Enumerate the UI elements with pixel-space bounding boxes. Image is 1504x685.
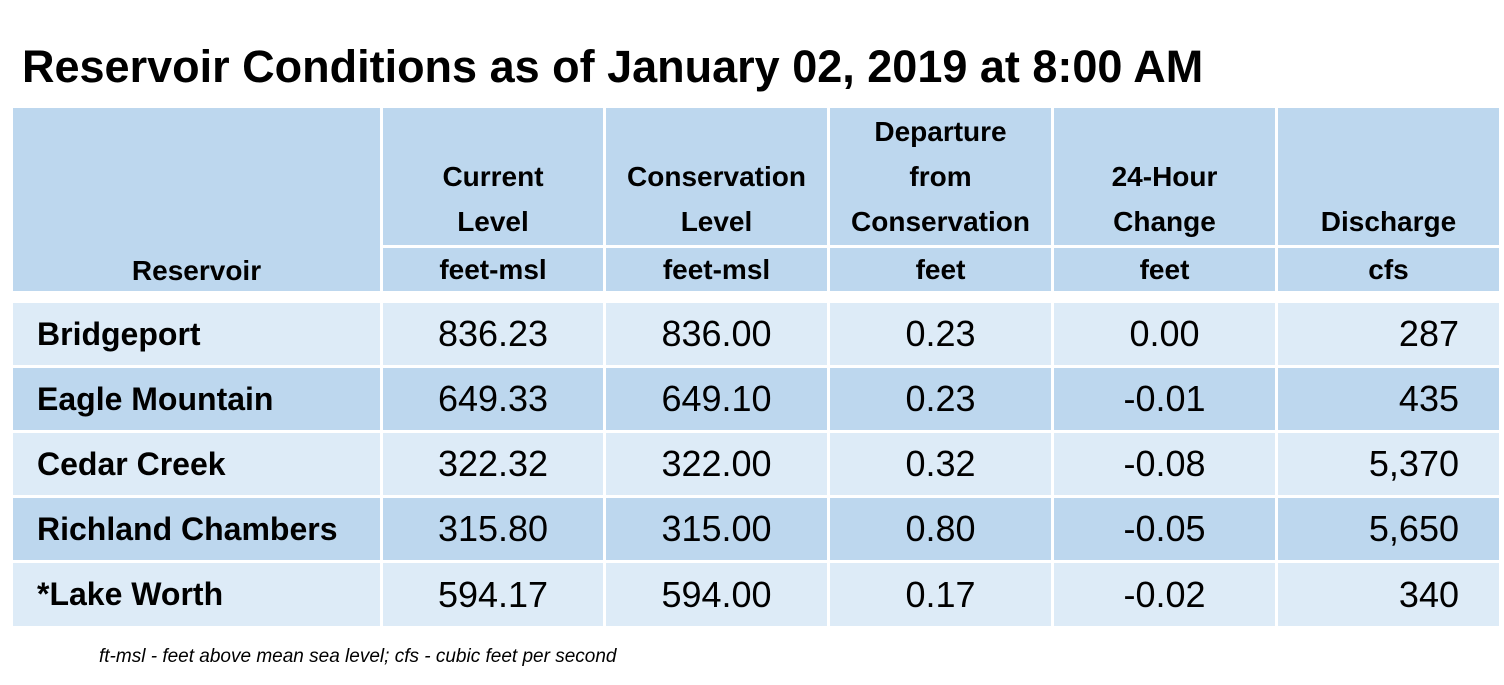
conservation-level-cell: 315.00 bbox=[606, 498, 827, 560]
conservation-level-cell: 322.00 bbox=[606, 433, 827, 495]
header-line: Discharge bbox=[1320, 206, 1457, 237]
header-line: Level bbox=[457, 206, 529, 237]
column-header-current-level: Current Level bbox=[383, 108, 603, 245]
header-line: from bbox=[909, 161, 972, 192]
column-header-conservation-level: Conservation Level bbox=[606, 108, 827, 245]
conservation-level-cell: 594.00 bbox=[606, 563, 827, 626]
current-level-cell: 836.23 bbox=[383, 303, 603, 365]
reservoir-name: *Lake Worth bbox=[13, 563, 380, 626]
footnote: ft-msl - feet above mean sea level; cfs … bbox=[99, 646, 617, 667]
unit-24-hour-change: feet bbox=[1054, 248, 1275, 291]
header-line: Level bbox=[680, 206, 753, 237]
discharge-cell: 5,650 bbox=[1278, 498, 1499, 560]
reservoir-table: Reservoir Current Level Conservation Level… bbox=[13, 108, 1499, 626]
discharge-cell: 287 bbox=[1278, 303, 1499, 365]
departure-cell: 0.17 bbox=[830, 563, 1051, 626]
discharge-cell: 435 bbox=[1278, 368, 1499, 430]
header-line: Conservation bbox=[851, 206, 1030, 237]
current-level-cell: 315.80 bbox=[383, 498, 603, 560]
reservoir-name: Eagle Mountain bbox=[13, 368, 380, 430]
change-cell: -0.05 bbox=[1054, 498, 1275, 560]
current-level-cell: 322.32 bbox=[383, 433, 603, 495]
unit-conservation-level: feet-msl bbox=[606, 248, 827, 291]
spacer bbox=[830, 294, 1051, 300]
column-header-reservoir: Reservoir bbox=[13, 108, 380, 291]
column-header-24-hour-change: 24-Hour Change bbox=[1054, 108, 1275, 245]
header-line: Current bbox=[442, 161, 544, 192]
spacer bbox=[383, 294, 603, 300]
departure-cell: 0.32 bbox=[830, 433, 1051, 495]
spacer bbox=[1054, 294, 1275, 300]
spacer bbox=[1278, 294, 1499, 300]
reservoir-name: Richland Chambers bbox=[13, 498, 380, 560]
change-cell: -0.02 bbox=[1054, 563, 1275, 626]
departure-cell: 0.80 bbox=[830, 498, 1051, 560]
unit-departure: feet bbox=[830, 248, 1051, 291]
reservoir-name: Cedar Creek bbox=[13, 433, 380, 495]
current-level-cell: 649.33 bbox=[383, 368, 603, 430]
header-line: 24-Hour bbox=[1111, 161, 1218, 192]
departure-cell: 0.23 bbox=[830, 368, 1051, 430]
conservation-level-cell: 649.10 bbox=[606, 368, 827, 430]
change-cell: 0.00 bbox=[1054, 303, 1275, 365]
unit-discharge: cfs bbox=[1278, 248, 1499, 291]
header-line: Conservation bbox=[627, 161, 806, 192]
discharge-cell: 340 bbox=[1278, 563, 1499, 626]
change-cell: -0.08 bbox=[1054, 433, 1275, 495]
unit-current-level: feet-msl bbox=[383, 248, 603, 291]
column-header-departure: Departure from Conservation bbox=[830, 108, 1051, 245]
change-cell: -0.01 bbox=[1054, 368, 1275, 430]
page-title: Reservoir Conditions as of January 02, 2… bbox=[22, 41, 1204, 92]
spacer bbox=[606, 294, 827, 300]
header-line: Change bbox=[1113, 206, 1216, 237]
conservation-level-cell: 836.00 bbox=[606, 303, 827, 365]
spacer bbox=[13, 294, 380, 300]
current-level-cell: 594.17 bbox=[383, 563, 603, 626]
departure-cell: 0.23 bbox=[830, 303, 1051, 365]
column-header-discharge: Discharge bbox=[1278, 108, 1499, 245]
header-line: Departure bbox=[874, 116, 1007, 147]
discharge-cell: 5,370 bbox=[1278, 433, 1499, 495]
reservoir-name: Bridgeport bbox=[13, 303, 380, 365]
